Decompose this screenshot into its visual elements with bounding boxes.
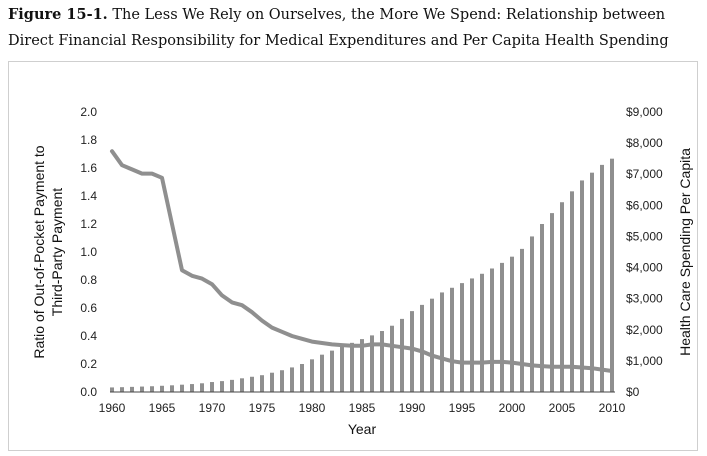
right-tick-label: $5,000	[626, 229, 663, 243]
left-tick-label: 0.6	[80, 301, 97, 315]
spending-bar	[170, 385, 174, 392]
x-tick-label: 2005	[549, 401, 576, 415]
x-tick-label: 1990	[399, 401, 426, 415]
left-axis-title-line1: Ratio of Out-of-Pocket Payment to	[31, 145, 47, 358]
spending-bar	[230, 379, 234, 392]
left-tick-label: 0.2	[80, 357, 97, 371]
spending-bar	[480, 273, 484, 392]
spending-bar	[210, 382, 214, 392]
right-tick-label: $8,000	[626, 136, 663, 150]
spending-bar	[110, 387, 114, 392]
x-tick-label: 2010	[599, 401, 626, 415]
left-tick-label: 1.2	[80, 217, 97, 231]
left-tick-label: 0.0	[80, 385, 97, 399]
spending-bar	[510, 256, 514, 392]
spending-bar	[260, 375, 264, 392]
left-tick-label: 1.0	[80, 245, 97, 259]
spending-bar	[530, 236, 534, 392]
spending-bar	[450, 287, 454, 392]
spending-bar	[590, 172, 594, 392]
spending-bar	[340, 346, 344, 392]
spending-bar	[280, 370, 284, 392]
spending-bar	[190, 384, 194, 392]
x-tick-label: 1960	[99, 401, 126, 415]
x-tick-label: 1985	[349, 401, 376, 415]
spending-bar	[490, 268, 494, 392]
spending-bar	[180, 384, 184, 392]
spending-bars	[110, 158, 614, 392]
spending-bar	[270, 372, 274, 392]
x-tick-label: 1970	[199, 401, 226, 415]
right-tick-label: $4,000	[626, 261, 663, 275]
chart-frame	[8, 61, 698, 451]
ratio-line-series	[110, 149, 614, 373]
spending-bar	[400, 318, 404, 392]
x-axis-title: Year	[348, 421, 377, 437]
right-tick-label: $7,000	[626, 167, 663, 181]
left-axis-title-line2: Third-Party Payment	[49, 188, 65, 316]
right-tick-label: $9,000	[626, 105, 663, 119]
spending-bar	[600, 164, 604, 392]
right-tick-label: $3,000	[626, 292, 663, 306]
spending-bar	[610, 158, 614, 392]
spending-bar	[130, 386, 134, 392]
spending-bar	[250, 376, 254, 392]
spending-bar	[310, 359, 314, 392]
left-tick-label: 1.6	[80, 161, 97, 175]
left-tick-label: 2.0	[80, 105, 97, 119]
spending-bar	[220, 381, 224, 392]
spending-bar	[200, 383, 204, 392]
figure-caption-text: The Less We Rely on Ourselves, the More …	[8, 7, 669, 49]
spending-bar	[240, 378, 244, 392]
figure-label: Figure 15-1.	[8, 6, 108, 23]
left-tick-label: 0.8	[80, 273, 97, 287]
spending-bar	[370, 335, 374, 392]
spending-bar	[440, 292, 444, 392]
x-tick-label: 1995	[449, 401, 476, 415]
spending-bar	[360, 339, 364, 392]
spending-bar	[390, 325, 394, 392]
spending-bar	[150, 386, 154, 392]
spending-bar	[550, 213, 554, 392]
x-tick-label: 1975	[249, 401, 276, 415]
x-axis-ticks: 1960 1965 1970 1975 1980 1985 1990 1995 2000 2005…	[99, 401, 626, 415]
spending-bar	[580, 180, 584, 392]
spending-bar	[300, 364, 304, 392]
spending-bar	[140, 386, 144, 392]
spending-bar	[420, 304, 424, 392]
figure-caption: Figure 15-1. The Less We Rely on Ourselv…	[8, 2, 698, 54]
right-axis-ticks: $0 $1,000 $2,000 $3,000 $4,000 $5,000 $6,000 $7…	[626, 105, 663, 399]
x-tick-label: 1980	[299, 401, 326, 415]
right-tick-label: $6,000	[626, 198, 663, 212]
right-tick-label: $1,000	[626, 354, 663, 368]
left-tick-label: 1.8	[80, 133, 97, 147]
right-tick-label: $2,000	[626, 323, 663, 337]
right-axis-title: Health Care Spending Per Capita	[677, 148, 693, 356]
spending-bar	[470, 278, 474, 392]
right-tick-label: $0	[626, 385, 640, 399]
spending-bar	[460, 283, 464, 392]
left-tick-label: 0.4	[80, 329, 97, 343]
spending-bar	[570, 191, 574, 392]
spending-bar	[430, 298, 434, 392]
spending-bar	[560, 202, 564, 392]
spending-bar	[320, 354, 324, 392]
spending-bar	[290, 367, 294, 392]
spending-bar	[380, 331, 384, 392]
spending-bar	[330, 350, 334, 392]
spending-bar	[350, 342, 354, 392]
left-axis-ticks: 0.0 0.2 0.4 0.6 0.8 1.0 1.2 1.4 1.6 1.8 2.0	[80, 105, 97, 399]
spending-bar	[160, 385, 164, 392]
spending-bar	[520, 248, 524, 392]
spending-bar	[540, 224, 544, 392]
x-tick-label: 1965	[149, 401, 176, 415]
x-tick-label: 2000	[499, 401, 526, 415]
left-tick-label: 1.4	[80, 189, 97, 203]
spending-bar	[120, 387, 124, 392]
spending-bar	[500, 262, 504, 392]
spending-bar	[410, 311, 414, 392]
